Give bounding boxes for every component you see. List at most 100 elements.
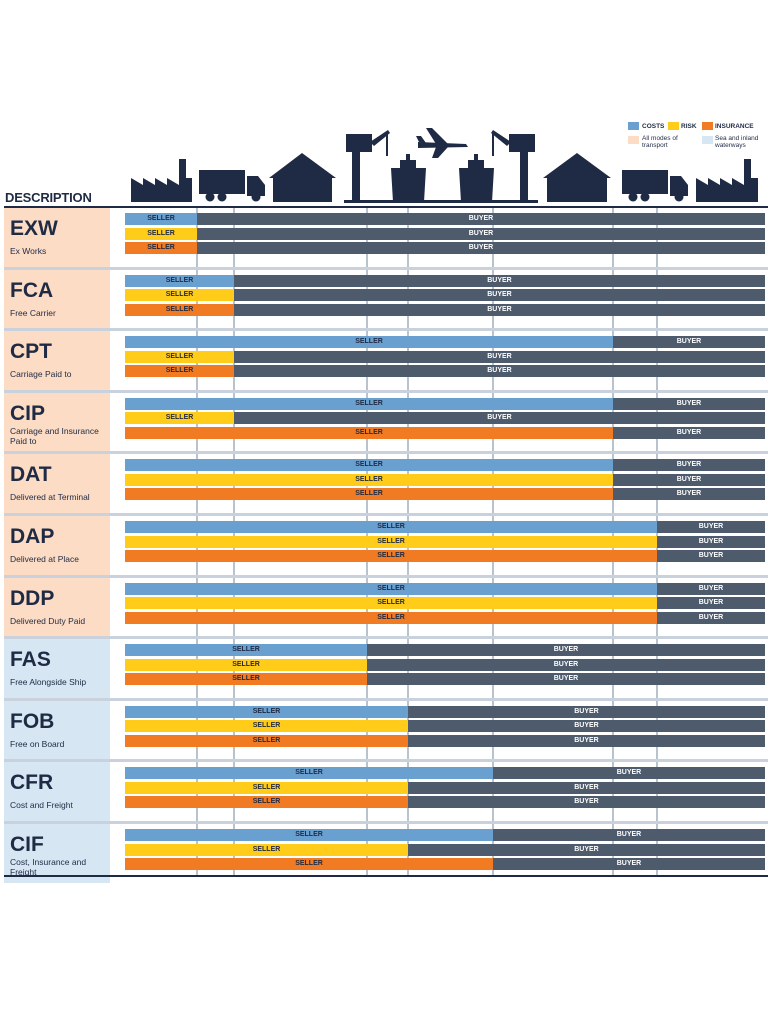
legend-sea-label: Sea and inland waterways [715, 135, 759, 149]
seller-insurance-bar: SELLER [125, 796, 408, 809]
seller-insurance-bar: SELLER [125, 426, 613, 439]
seller-costs-bar: SELLER [125, 336, 613, 349]
term-cell-dap: DAP Delivered at Place [4, 516, 110, 575]
term-cell-cip: CIP Carriage and Insurance Paid to [4, 392, 110, 452]
term-code: FOB [10, 709, 55, 733]
term-name: Carriage and Insurance Paid to [10, 425, 99, 446]
seller-insurance-bar: SELLER [125, 242, 197, 254]
buyer-insurance-bar: BUYER [234, 303, 765, 316]
seller-insurance-bar: SELLER [125, 734, 408, 747]
buyer-insurance-bar: BUYER [408, 796, 765, 809]
warehouse-icon [543, 153, 611, 202]
row-separator [4, 821, 768, 824]
buyer-costs-bar: BUYER [613, 459, 765, 472]
buyer-risk-bar: BUYER [234, 350, 765, 363]
term-name: Free Carrier [10, 307, 56, 318]
legend-risk-label: RISK [681, 123, 697, 130]
seller-insurance-bar: SELLER [125, 365, 234, 378]
term-code: CIP [10, 401, 46, 425]
term-code: FCA [10, 278, 54, 302]
term-cell-ddp: DDP Delivered Duty Paid [4, 577, 110, 637]
legend-insurance-label: INSURANCE [715, 123, 754, 130]
seller-risk-bar: SELLER [125, 473, 613, 486]
term-cell-fas: FAS Free Alongside Ship [4, 639, 110, 698]
buyer-costs-bar: BUYER [234, 274, 765, 287]
buyer-insurance-bar: BUYER [657, 611, 765, 624]
term-name: Cost, Insurance and Freight [10, 857, 87, 877]
buyer-insurance-bar: BUYER [197, 242, 765, 254]
seller-insurance-bar: SELLER [125, 303, 234, 316]
seller-insurance-bar: SELLER [125, 488, 613, 501]
buyer-costs-bar: BUYER [657, 521, 765, 533]
seller-costs-bar: SELLER [125, 705, 408, 718]
seller-insurance-bar: SELLER [125, 550, 657, 562]
row-separator [4, 759, 768, 763]
buyer-risk-bar: BUYER [408, 781, 765, 794]
buyer-costs-bar: BUYER [197, 213, 765, 225]
buyer-costs-bar: BUYER [613, 336, 765, 349]
transport-illustration [131, 128, 758, 203]
seller-risk-bar: SELLER [125, 781, 408, 794]
seller-costs-bar: SELLER [125, 459, 613, 472]
seller-risk-bar: SELLER [125, 289, 234, 302]
seller-costs-bar: SELLER [125, 213, 197, 225]
buyer-insurance-bar: BUYER [613, 426, 765, 439]
buyer-risk-bar: BUYER [367, 658, 765, 671]
row-separator [4, 328, 768, 332]
term-code: DAT [10, 463, 52, 487]
seller-risk-bar: SELLER [125, 535, 657, 548]
header-rule [4, 206, 768, 208]
term-code: DDP [10, 586, 55, 610]
factory-icon [131, 159, 192, 202]
row-separator [4, 389, 768, 393]
row-separator [4, 636, 768, 640]
term-name: Free Alongside Ship [10, 677, 87, 688]
seller-costs-bar: SELLER [125, 521, 657, 533]
buyer-risk-bar: BUYER [408, 843, 765, 856]
buyer-insurance-bar: BUYER [657, 550, 765, 562]
buyer-risk-bar: BUYER [657, 535, 765, 548]
seller-risk-bar: SELLER [125, 412, 234, 425]
row-separator [4, 451, 768, 455]
seller-costs-bar: SELLER [125, 829, 493, 841]
term-code: CIF [10, 833, 44, 856]
airplane-icon [416, 128, 468, 158]
seller-costs-bar: SELLER [125, 582, 657, 595]
buyer-costs-bar: BUYER [657, 582, 765, 595]
legend-all-modes-label: All modes of transport [642, 135, 678, 149]
seller-insurance-bar: SELLER [125, 611, 657, 624]
seller-risk-bar: SELLER [125, 843, 408, 856]
seller-costs-bar: SELLER [125, 644, 367, 657]
port-crane-icon [346, 130, 390, 202]
term-cell-fob: FOB Free on Board [4, 700, 110, 760]
truck-icon [199, 170, 265, 202]
truck-icon [622, 170, 688, 202]
term-name: Delivered Duty Paid [10, 615, 86, 626]
term-name: Cost and Freight [10, 800, 73, 811]
ship-icon [391, 154, 426, 202]
buyer-costs-bar: BUYER [613, 397, 765, 410]
row-separator [4, 513, 768, 516]
term-code: EXW [10, 217, 58, 240]
ship-icon [459, 154, 494, 202]
buyer-insurance-bar: BUYER [613, 488, 765, 501]
legend-all-modes-swatch [628, 136, 639, 144]
term-cell-dat: DAT Delivered at Terminal [4, 454, 110, 513]
seller-risk-bar: SELLER [125, 227, 197, 240]
buyer-risk-bar: BUYER [234, 289, 765, 302]
buyer-risk-bar: BUYER [613, 473, 765, 486]
term-name: Free on Board [10, 738, 65, 749]
buyer-risk-bar: BUYER [408, 720, 765, 733]
legend-risk-swatch [668, 122, 679, 130]
port-crane-icon [491, 130, 535, 202]
term-code: FAS [10, 648, 51, 672]
term-name: Delivered at Terminal [10, 492, 90, 503]
term-cell-exw: EXW Ex Works [4, 208, 110, 267]
description-header: DESCRIPTION [5, 190, 92, 205]
seller-risk-bar: SELLER [125, 658, 367, 671]
factory-icon [696, 159, 758, 202]
seller-costs-bar: SELLER [125, 274, 234, 287]
term-name: Ex Works [10, 246, 47, 256]
seller-insurance-bar: SELLER [125, 858, 493, 870]
term-code: CFR [10, 771, 54, 795]
